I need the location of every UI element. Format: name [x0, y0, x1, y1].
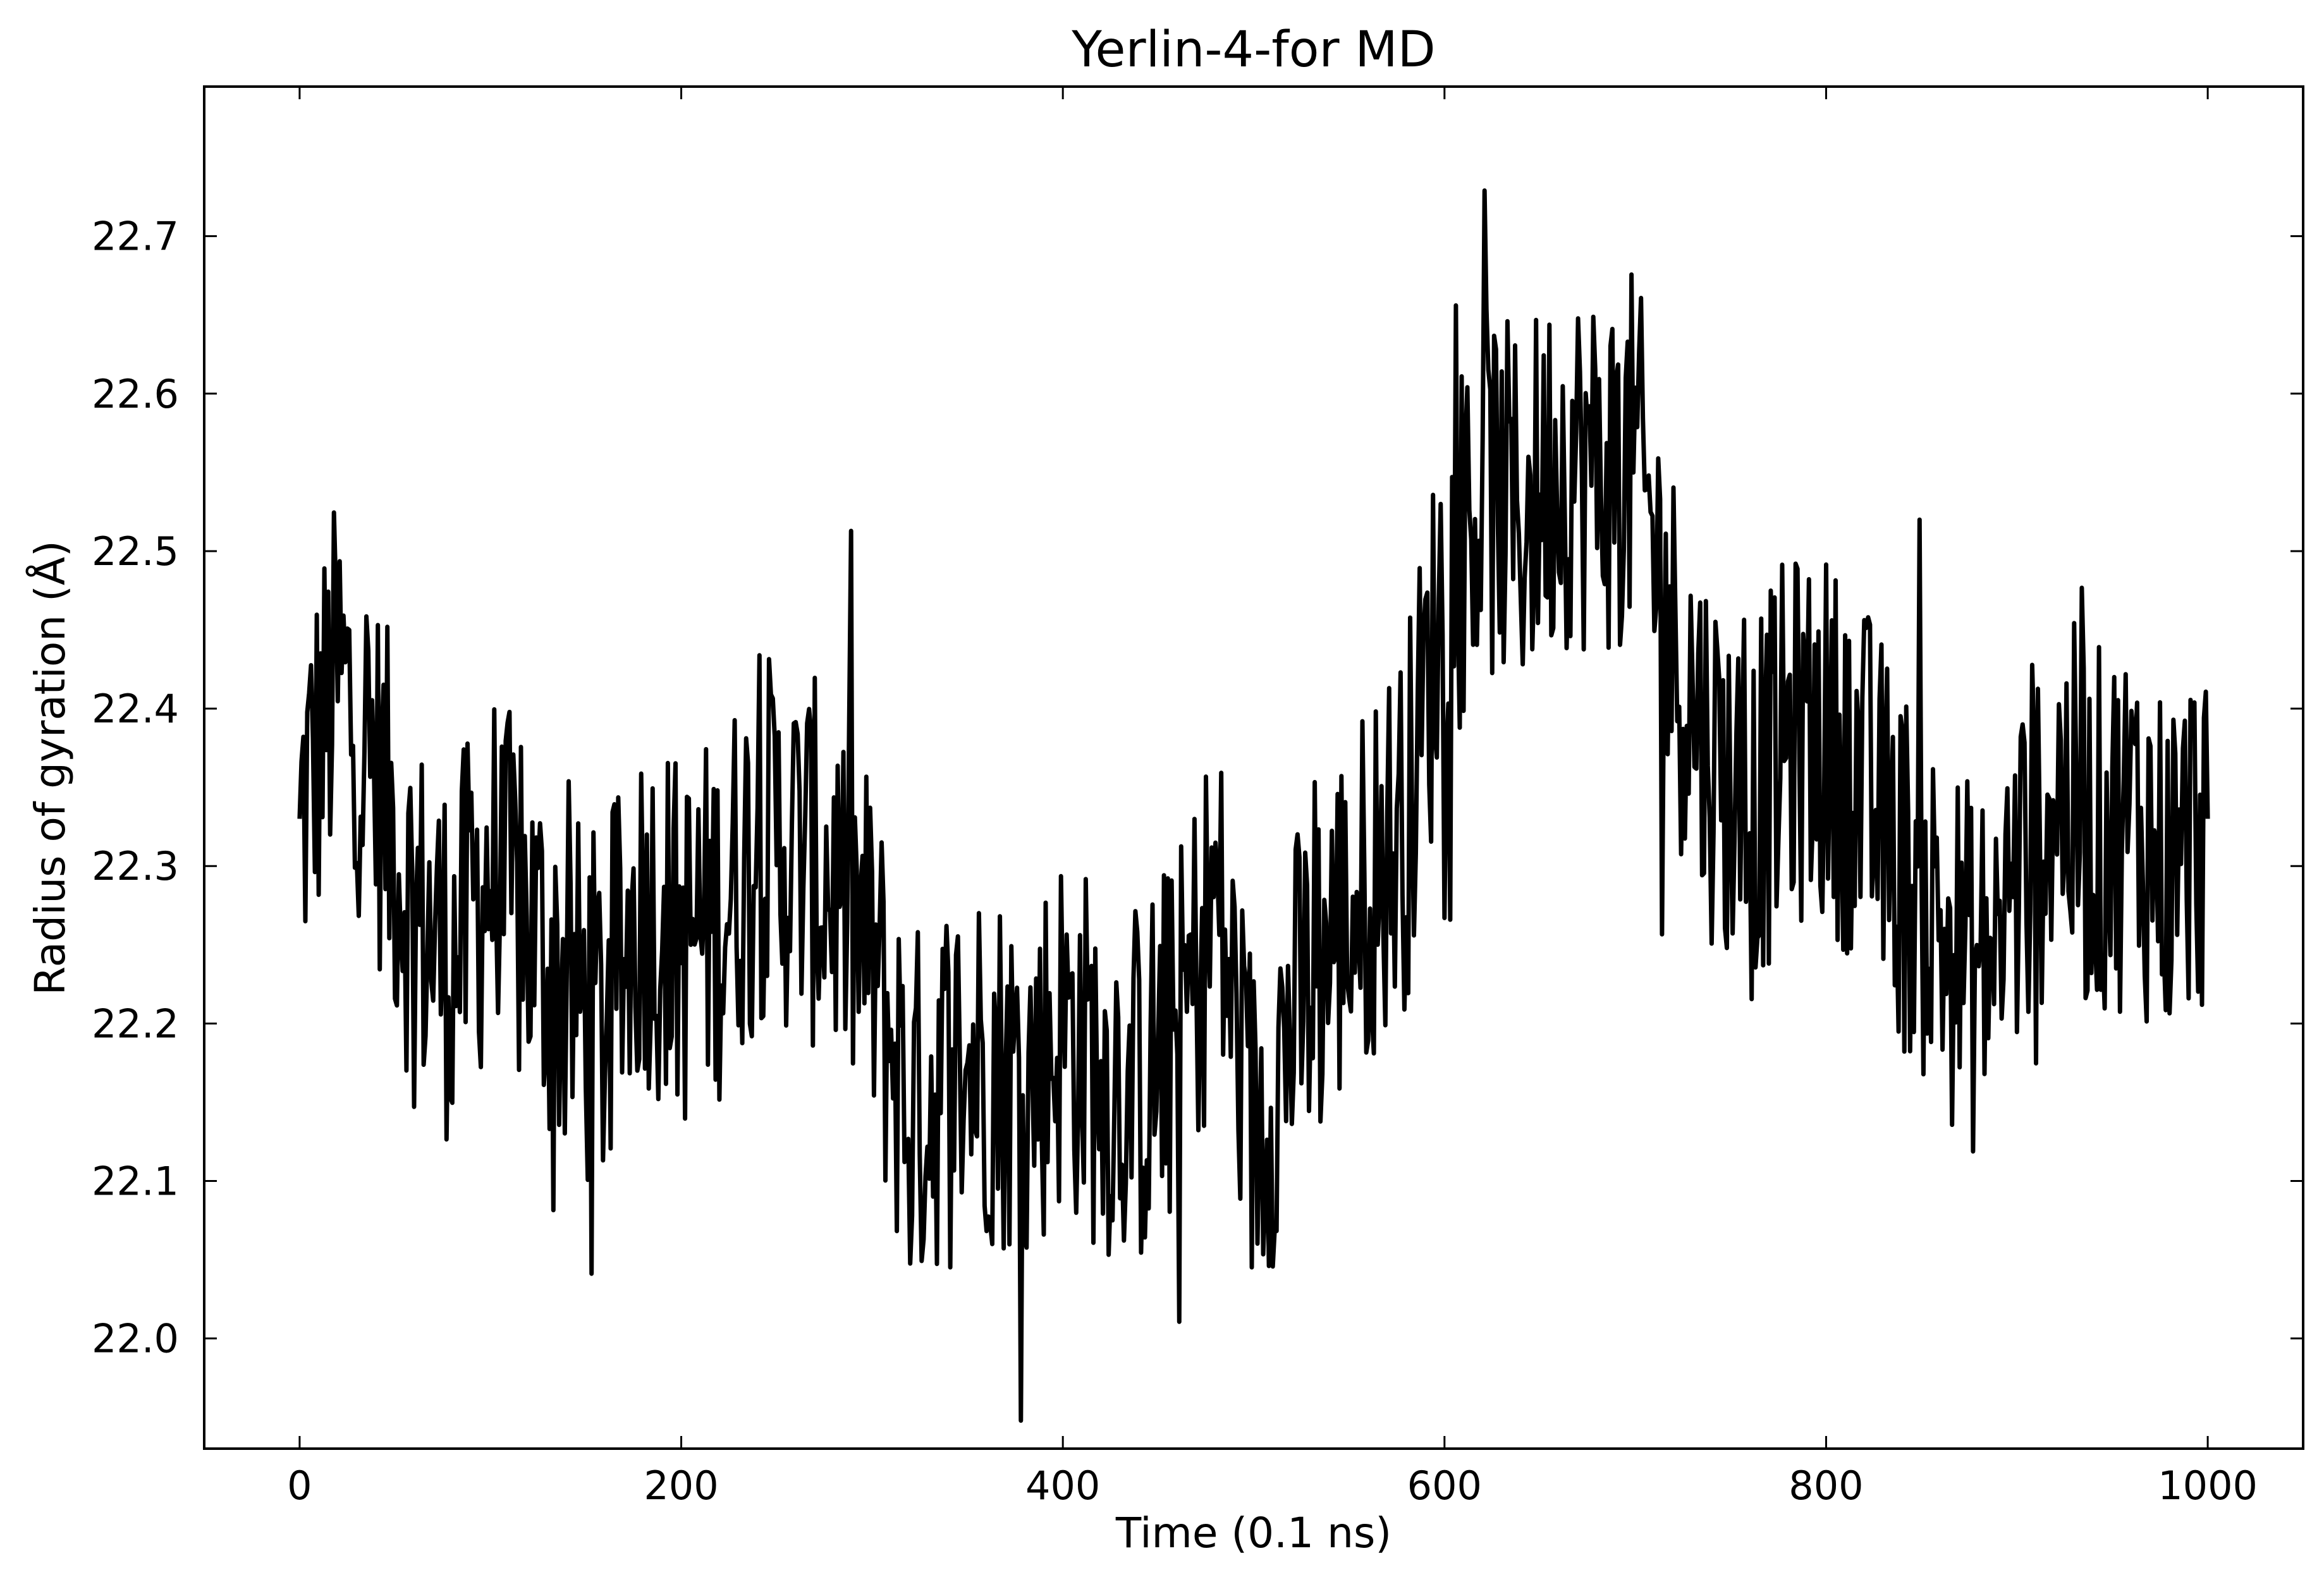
y-axis-label: Radius of gyration (Å): [26, 540, 75, 995]
x-tick-label: 0: [287, 1463, 312, 1509]
x-axis: 0 200 400 600 800 1000: [287, 87, 2258, 1509]
y-tick-label: 22.2: [92, 1001, 179, 1047]
x-tick-label: 400: [1025, 1463, 1100, 1509]
x-tick-label: 200: [644, 1463, 718, 1509]
y-tick-label: 22.1: [92, 1158, 179, 1204]
chart-title: Yerlin-4-for MD: [1071, 21, 1435, 78]
x-tick-label: 600: [1407, 1463, 1482, 1509]
y-axis: 22.0 22.1 22.2 22.3 22.4 22.5 22.6 22.7: [92, 214, 2303, 1362]
y-tick-label: 22.4: [92, 686, 179, 732]
x-tick-label: 800: [1789, 1463, 1863, 1509]
plot-area: [297, 188, 2210, 1423]
y-tick-label: 22.6: [92, 371, 179, 417]
y-tick-label: 22.5: [92, 528, 179, 575]
y-tick-label: 22.0: [92, 1316, 179, 1362]
y-tick-label: 22.7: [92, 214, 179, 260]
y-tick-label: 22.3: [92, 843, 179, 889]
series-line: [297, 188, 2210, 1423]
plot-frame: [203, 85, 2304, 1450]
x-tick-label: 1000: [2158, 1463, 2258, 1509]
x-axis-label: Time (0.1 ns): [1115, 1509, 1391, 1557]
